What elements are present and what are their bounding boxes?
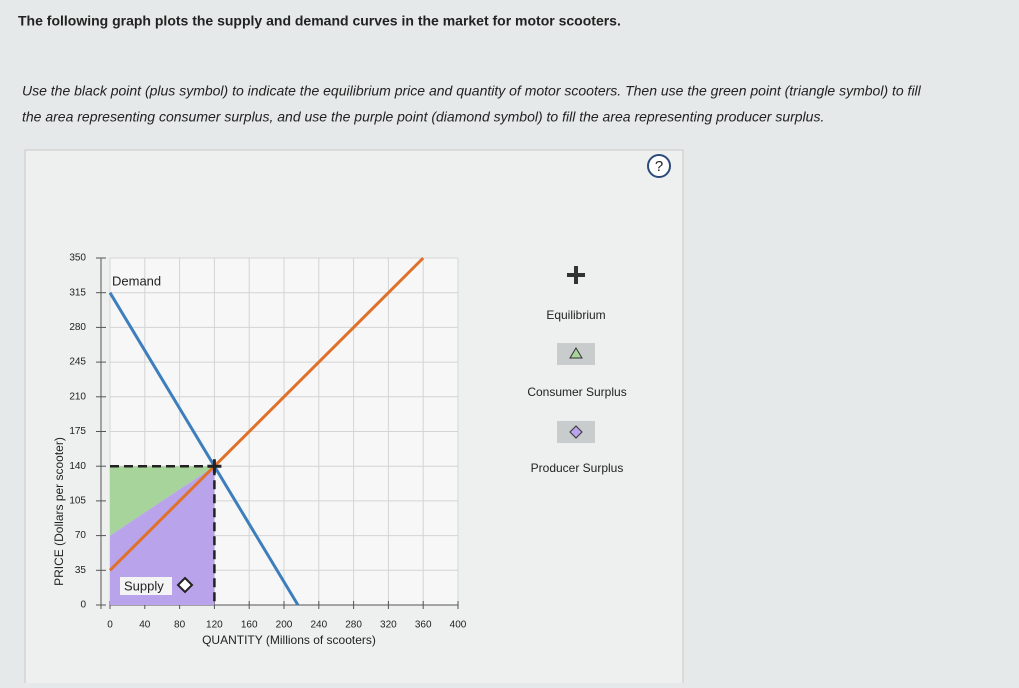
y-tick-label: 245 <box>69 357 86 368</box>
x-tick-label: 160 <box>241 620 258 631</box>
producer-surplus-area <box>110 466 215 605</box>
y-tick-label: 350 <box>69 253 86 264</box>
x-axis-label: QUANTITY (Millions of scooters) <box>202 633 376 647</box>
y-tick-label: 210 <box>69 391 86 402</box>
chart: 0 40 80 120 160 200 240 280 320 360 400 0 35 70 105 140… <box>52 253 467 648</box>
triangle-icon[interactable] <box>569 347 583 359</box>
x-tick-label: 280 <box>345 620 362 631</box>
y-tick-label: 140 <box>69 461 86 472</box>
curve-label: Supply <box>124 578 164 593</box>
x-tick-label: 240 <box>310 620 327 631</box>
equilibrium-point <box>207 459 222 474</box>
help-button[interactable]: ? <box>647 154 671 178</box>
x-tick-label: 360 <box>415 620 432 631</box>
y-tick-label: 105 <box>69 496 86 507</box>
curve <box>108 291 300 606</box>
x-tick-label: 80 <box>174 620 186 631</box>
y-tick-label: 0 <box>80 600 86 611</box>
producer-surplus-tool[interactable] <box>557 421 595 443</box>
help-label[interactable]: ? <box>655 158 663 175</box>
x-tick-label: 400 <box>450 620 467 631</box>
tool-label: Equilibrium <box>546 308 605 322</box>
help-circle[interactable] <box>647 154 671 178</box>
x-tick-label: 200 <box>276 620 293 631</box>
y-tick-label: 315 <box>69 287 86 298</box>
x-tick-label: 0 <box>107 620 113 631</box>
plus-icon[interactable] <box>567 266 585 284</box>
curve <box>108 256 425 572</box>
question-title: The following graph plots the supply and… <box>18 13 621 29</box>
tool-label: Consumer Surplus <box>527 385 626 399</box>
diamond-icon[interactable] <box>569 425 583 439</box>
y-tick-label: 175 <box>69 426 86 437</box>
consumer-surplus-tool[interactable] <box>557 343 595 365</box>
label-box <box>120 577 172 595</box>
x-tick-label: 320 <box>380 620 397 631</box>
instruction-line: Use the black point (plus symbol) to ind… <box>22 83 922 99</box>
instruction-line: the area representing consumer surplus, … <box>22 109 824 125</box>
y-tick-label: 70 <box>75 530 87 541</box>
x-tick-label: 120 <box>206 620 223 631</box>
tool-label: Producer Surplus <box>531 461 624 475</box>
x-tick-label: 40 <box>139 620 151 631</box>
y-axis-label: PRICE (Dollars per scooter) <box>52 437 66 586</box>
equilibrium-tool[interactable] <box>567 266 585 284</box>
curve-label: Demand <box>112 273 161 288</box>
y-tick-label: 35 <box>75 565 87 576</box>
diamond-icon <box>176 576 194 594</box>
y-tick-label: 280 <box>69 322 86 333</box>
